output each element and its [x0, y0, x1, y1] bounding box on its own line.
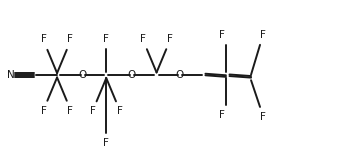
Text: F: F [90, 106, 96, 116]
Text: F: F [41, 106, 47, 116]
Text: F: F [140, 34, 146, 44]
Text: F: F [167, 34, 173, 44]
Text: O: O [128, 70, 136, 80]
Text: F: F [117, 106, 122, 116]
Text: F: F [219, 30, 225, 40]
Text: F: F [260, 112, 266, 122]
Text: O: O [176, 70, 184, 80]
Text: F: F [67, 34, 73, 44]
Text: O: O [79, 70, 87, 80]
Text: F: F [103, 138, 109, 148]
Text: F: F [260, 30, 266, 40]
Text: F: F [41, 34, 47, 44]
Text: N: N [7, 70, 14, 80]
Text: F: F [103, 34, 109, 44]
Text: F: F [67, 106, 73, 116]
Text: F: F [219, 110, 225, 121]
